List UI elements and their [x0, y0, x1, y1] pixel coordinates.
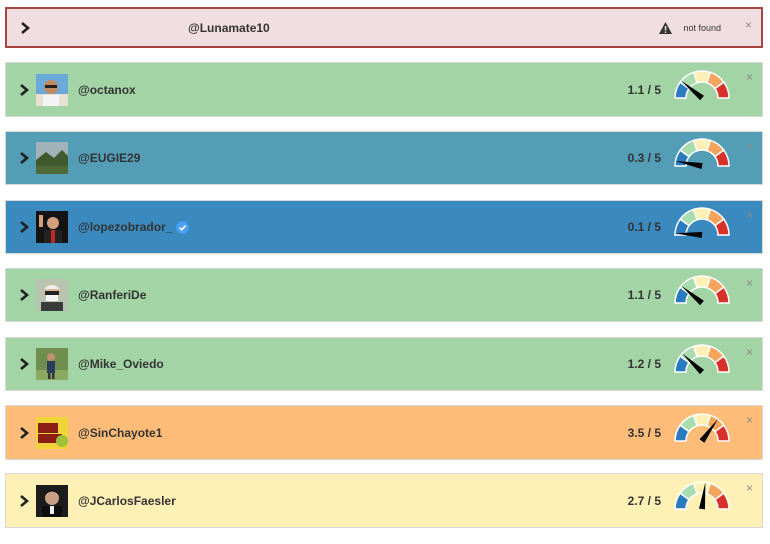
- gauge-needle: [675, 232, 703, 238]
- score-text: 0.3 / 5: [627, 151, 661, 165]
- gauge-segment: [713, 286, 730, 304]
- chevron-right-icon[interactable]: [18, 357, 30, 371]
- avatar: [36, 484, 68, 517]
- close-icon[interactable]: ×: [745, 70, 753, 84]
- chevron-right-icon[interactable]: [18, 288, 30, 302]
- close-icon[interactable]: ×: [745, 345, 753, 359]
- close-icon[interactable]: ×: [745, 139, 753, 153]
- score-gauge: [674, 138, 730, 169]
- score-text: 3.5 / 5: [627, 425, 661, 440]
- gauge-segment: [713, 149, 730, 167]
- avatar: [36, 279, 68, 311]
- account-handle: @JCarlosFaesler: [78, 493, 176, 508]
- score-text: 1.2 / 5: [627, 357, 661, 371]
- gauge-needle: [699, 418, 718, 443]
- score-text: 0.1 / 5: [627, 220, 661, 234]
- gauge-needle: [699, 481, 706, 509]
- avatar: [36, 211, 68, 243]
- chevron-right-icon[interactable]: [18, 426, 30, 440]
- account-card: @octanox 1.1 / 5 ×: [5, 62, 763, 117]
- account-handle: @RanferiDe: [78, 288, 147, 302]
- account-card: @JCarlosFaesler 2.7 / 5 ×: [5, 473, 763, 528]
- score-text: 1.1 / 5: [627, 82, 661, 97]
- score-gauge: [674, 344, 730, 375]
- account-handle: @octanox: [78, 82, 136, 97]
- gauge-segment: [713, 423, 730, 442]
- account-card: @lopezobrador_ 0.1 / 5 ×: [5, 200, 763, 254]
- verified-badge-icon: [176, 220, 190, 234]
- chevron-right-icon[interactable]: [18, 151, 30, 165]
- gauge-needle: [682, 353, 705, 375]
- chevron-right-icon[interactable]: [18, 220, 30, 234]
- chevron-right-icon[interactable]: [18, 494, 30, 508]
- score-text: 1.1 / 5: [627, 288, 661, 302]
- avatar: [36, 73, 68, 106]
- status-text: not found: [683, 22, 721, 33]
- account-handle: @Lunamate10: [188, 20, 270, 35]
- account-card-error: @Lunamate10 not found ×: [5, 7, 763, 48]
- score-gauge: [674, 275, 730, 306]
- avatar: [36, 416, 68, 449]
- gauge-segment: [713, 491, 730, 510]
- score-gauge: [674, 480, 730, 510]
- avatar: [36, 142, 68, 174]
- close-icon[interactable]: ×: [745, 208, 753, 222]
- gauge-segment: [713, 218, 730, 236]
- gauge-segment: [713, 355, 730, 373]
- score-gauge: [674, 207, 730, 238]
- gauge-needle: [675, 160, 703, 169]
- score-text: 2.7 / 5: [627, 493, 661, 508]
- chevron-right-icon[interactable]: [19, 21, 31, 35]
- account-card: @EUGIE29 0.3 / 5 ×: [5, 131, 763, 185]
- close-icon[interactable]: ×: [745, 276, 753, 290]
- account-card: @Mike_Oviedo 1.2 / 5 ×: [5, 337, 763, 391]
- account-handle: @Mike_Oviedo: [78, 357, 164, 371]
- account-card: @SinChayote1 3.5 / 5 ×: [5, 405, 763, 460]
- account-handle: @lopezobrador_: [78, 220, 190, 234]
- gauge-segment: [713, 80, 730, 99]
- score-gauge: [674, 412, 730, 443]
- score-gauge: [674, 69, 730, 100]
- account-card: @RanferiDe 1.1 / 5 ×: [5, 268, 763, 322]
- account-handle: @EUGIE29: [78, 151, 141, 165]
- close-icon[interactable]: ×: [745, 413, 753, 427]
- gauge-needle: [681, 80, 704, 100]
- close-icon[interactable]: ×: [744, 18, 752, 32]
- gauge-needle: [681, 285, 704, 306]
- avatar: [36, 348, 68, 380]
- chevron-right-icon[interactable]: [18, 83, 30, 97]
- account-handle: @SinChayote1: [78, 425, 163, 440]
- close-icon[interactable]: ×: [745, 481, 753, 495]
- warning-icon: [659, 21, 672, 34]
